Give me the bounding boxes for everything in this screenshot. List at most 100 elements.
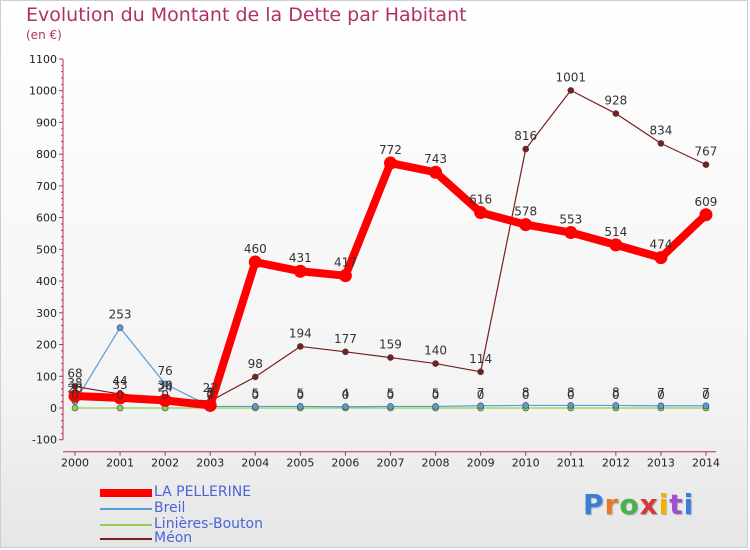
legend-swatch-linieres-bouton (100, 524, 152, 526)
data-label-linieres-bouton: 0 (657, 388, 665, 402)
x-tick-label: 2000 (61, 457, 89, 470)
legend-label-breil: Breil (154, 500, 186, 516)
data-label-linieres-bouton: 0 (387, 388, 395, 402)
y-tick-label: 1000 (29, 85, 57, 98)
data-label-la-pellerine: 33 (112, 378, 127, 392)
data-point-meon (71, 383, 79, 390)
data-label-meon: 98 (248, 357, 263, 371)
data-label-meon: 1001 (555, 70, 586, 84)
data-label-la-pellerine: 460 (244, 242, 267, 256)
data-label-breil: 5 (432, 386, 440, 400)
data-label-la-pellerine: 474 (649, 238, 672, 252)
data-label-linieres-bouton: 0 (522, 388, 530, 402)
y-tick-label: 600 (36, 212, 57, 225)
y-tick-label: 800 (36, 148, 57, 161)
data-label-meon: 767 (695, 145, 718, 159)
data-point-la-pellerine (338, 269, 352, 283)
logo-letter: x (639, 488, 659, 521)
data-label-la-pellerine: 578 (514, 205, 537, 219)
data-label-breil: 253 (109, 308, 132, 322)
y-tick-label: 400 (36, 275, 57, 288)
data-label-linieres-bouton: 0 (71, 388, 79, 402)
data-point-la-pellerine (293, 264, 307, 278)
legend-label-meon: Méon (154, 530, 193, 546)
data-label-meon: 177 (334, 332, 357, 346)
data-label-meon: 159 (379, 338, 402, 352)
data-point-la-pellerine (474, 206, 488, 220)
data-label-meon: 928 (604, 94, 627, 108)
data-point-la-pellerine (113, 391, 127, 405)
y-tick-label: 200 (36, 339, 57, 352)
data-label-breil: 5 (297, 386, 305, 400)
data-point-meon (477, 368, 484, 376)
data-label-breil: 5 (251, 386, 259, 400)
x-tick-label: 2008 (422, 457, 450, 470)
y-tick-label: 700 (36, 180, 57, 193)
proxiti-logo: Proxiti (583, 488, 694, 521)
data-point-breil (116, 324, 124, 332)
data-point-breil (477, 402, 484, 410)
chart-unit-label: (en €) (26, 28, 62, 42)
data-label-breil: 7 (477, 386, 485, 400)
data-label-la-pellerine: 553 (559, 213, 582, 227)
data-label-breil: 76 (157, 364, 172, 378)
x-tick-label: 2014 (692, 457, 720, 470)
y-tick-label: 0 (50, 402, 57, 415)
data-label-breil: 7 (657, 386, 665, 400)
data-point-breil (612, 402, 620, 409)
data-point-breil (657, 402, 665, 410)
x-tick-label: 2012 (602, 457, 630, 470)
data-label-linieres-bouton: 0 (116, 388, 124, 402)
data-label-meon: 194 (289, 326, 312, 340)
data-label-linieres-bouton: 0 (612, 388, 620, 402)
data-label-linieres-bouton: 0 (206, 388, 214, 402)
x-tick-label: 2005 (286, 457, 314, 470)
data-point-la-pellerine (248, 255, 262, 269)
data-label-la-pellerine: 431 (289, 251, 312, 265)
data-point-linieres-bouton (71, 404, 79, 412)
logo-letter: P (583, 488, 605, 521)
data-label-breil: 7 (702, 386, 710, 400)
data-point-la-pellerine (519, 218, 533, 232)
data-point-meon (522, 145, 530, 153)
data-label-breil: 8 (567, 385, 575, 399)
data-point-meon (251, 373, 259, 381)
data-label-linieres-bouton: 0 (161, 388, 169, 402)
legend-swatch-meon (100, 538, 152, 540)
data-label-meon: 834 (649, 123, 672, 137)
data-point-meon (432, 360, 439, 367)
data-point-breil (161, 380, 169, 388)
data-label-linieres-bouton: 0 (477, 388, 485, 402)
logo-letter: r (604, 488, 620, 521)
data-label-meon: 140 (424, 344, 447, 358)
y-tick-label: 300 (36, 307, 57, 320)
logo-letter: i (658, 488, 670, 521)
data-label-meon: 30 (157, 378, 172, 392)
data-label-breil: 20 (67, 382, 82, 396)
y-tick-label: 1100 (29, 53, 57, 66)
data-label-la-pellerine: 24 (157, 380, 172, 394)
x-tick-label: 2004 (241, 457, 269, 470)
data-label-meon: 114 (469, 352, 492, 366)
data-point-linieres-bouton (116, 404, 124, 412)
data-point-la-pellerine (158, 393, 172, 407)
data-label-linieres-bouton: 0 (297, 388, 305, 402)
data-point-breil (342, 403, 349, 411)
data-point-la-pellerine (429, 165, 443, 179)
data-label-la-pellerine: 743 (424, 152, 447, 166)
data-point-breil (522, 402, 530, 409)
data-label-meon: 44 (112, 374, 127, 388)
chart-axes: -100010020030040050060070080090010001100… (29, 53, 720, 470)
data-point-la-pellerine (564, 226, 578, 240)
x-tick-label: 2001 (106, 457, 134, 470)
data-label-breil: 5 (387, 386, 395, 400)
data-point-meon (657, 140, 665, 147)
x-tick-label: 2006 (331, 457, 359, 470)
data-point-la-pellerine (609, 238, 623, 252)
x-tick-label: 2003 (196, 457, 224, 470)
data-label-la-pellerine: 8 (206, 385, 214, 399)
data-point-meon (297, 343, 304, 350)
data-label-la-pellerine: 609 (695, 195, 718, 209)
chart-series (68, 87, 713, 412)
